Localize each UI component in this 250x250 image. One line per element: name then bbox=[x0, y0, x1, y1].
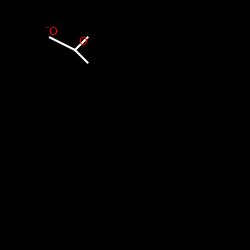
Text: O: O bbox=[48, 27, 57, 37]
Text: O: O bbox=[78, 37, 87, 47]
Text: -: - bbox=[46, 23, 49, 32]
